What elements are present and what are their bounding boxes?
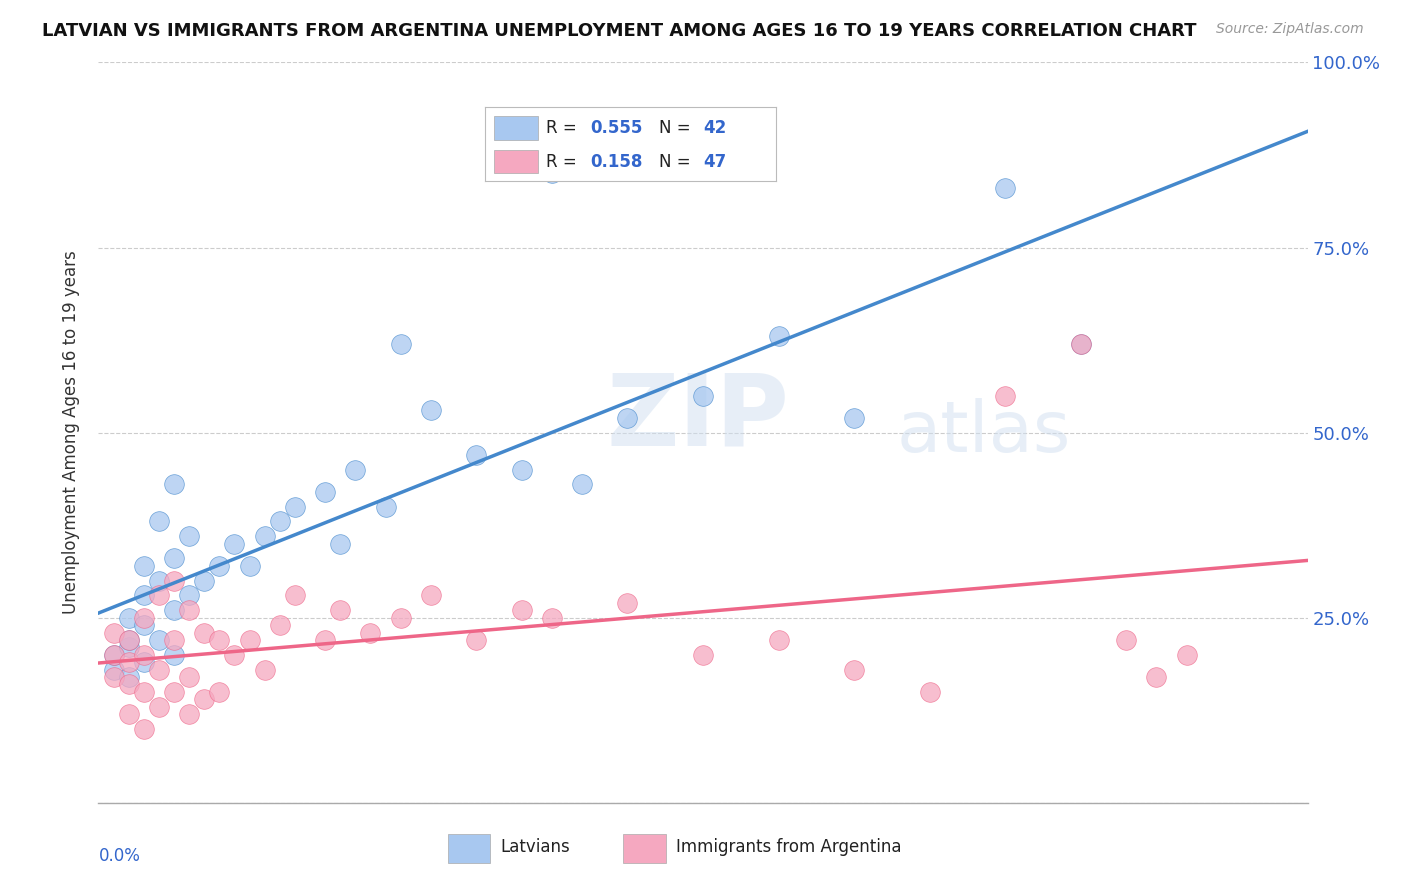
Point <box>269 515 291 529</box>
Point <box>1070 336 1092 351</box>
Point <box>918 685 941 699</box>
Point <box>360 625 382 640</box>
Point <box>118 632 141 647</box>
Point <box>132 655 155 669</box>
Point <box>329 603 352 617</box>
Point <box>844 410 866 425</box>
Point <box>163 632 186 647</box>
Point <box>132 618 155 632</box>
Point <box>224 648 246 662</box>
Point <box>132 648 155 662</box>
Point <box>510 462 533 476</box>
Point <box>844 663 866 677</box>
Point <box>132 558 155 573</box>
Point <box>163 477 186 491</box>
Point <box>994 181 1017 195</box>
Point <box>314 632 336 647</box>
Point <box>239 632 262 647</box>
Text: atlas: atlas <box>897 398 1071 467</box>
Point <box>179 603 201 617</box>
Point <box>284 589 307 603</box>
Point <box>179 670 201 684</box>
Y-axis label: Unemployment Among Ages 16 to 19 years: Unemployment Among Ages 16 to 19 years <box>62 251 80 615</box>
Point <box>329 536 352 550</box>
Point <box>103 648 125 662</box>
Point <box>420 589 443 603</box>
Point <box>1175 648 1198 662</box>
Point <box>253 529 276 543</box>
Point <box>344 462 367 476</box>
Point <box>163 648 186 662</box>
Point <box>163 685 186 699</box>
Point <box>148 515 170 529</box>
Point <box>132 722 155 736</box>
Point <box>692 648 714 662</box>
Point <box>768 632 790 647</box>
Point <box>253 663 276 677</box>
Point <box>1070 336 1092 351</box>
Point <box>540 610 562 624</box>
Point <box>163 551 186 566</box>
Point <box>389 336 412 351</box>
Text: Source: ZipAtlas.com: Source: ZipAtlas.com <box>1216 22 1364 37</box>
Point <box>179 589 201 603</box>
Point <box>148 589 170 603</box>
Point <box>510 603 533 617</box>
Point <box>768 329 790 343</box>
Point <box>239 558 262 573</box>
Point <box>374 500 396 514</box>
Point <box>118 670 141 684</box>
Point <box>193 692 215 706</box>
Point <box>692 388 714 402</box>
Point <box>118 655 141 669</box>
Point <box>314 484 336 499</box>
Point <box>224 536 246 550</box>
Point <box>132 685 155 699</box>
Text: ZIP: ZIP <box>606 369 789 467</box>
Point <box>465 632 488 647</box>
Point <box>994 388 1017 402</box>
Point <box>208 632 231 647</box>
Point <box>118 706 141 721</box>
Point <box>540 166 562 180</box>
Point <box>284 500 307 514</box>
Point <box>208 685 231 699</box>
Point <box>118 677 141 691</box>
Point <box>103 670 125 684</box>
Point <box>132 610 155 624</box>
Point <box>193 574 215 588</box>
Point <box>148 632 170 647</box>
Point <box>389 610 412 624</box>
Point <box>179 706 201 721</box>
Point <box>208 558 231 573</box>
Point <box>465 448 488 462</box>
Point <box>103 648 125 662</box>
Point <box>148 699 170 714</box>
Point <box>571 477 593 491</box>
Point <box>616 596 638 610</box>
Point <box>420 403 443 417</box>
Point <box>1115 632 1137 647</box>
Point <box>1146 670 1168 684</box>
Text: LATVIAN VS IMMIGRANTS FROM ARGENTINA UNEMPLOYMENT AMONG AGES 16 TO 19 YEARS CORR: LATVIAN VS IMMIGRANTS FROM ARGENTINA UNE… <box>42 22 1197 40</box>
Point <box>163 603 186 617</box>
Point <box>103 625 125 640</box>
Point <box>118 632 141 647</box>
Text: 0.0%: 0.0% <box>98 847 141 865</box>
Point <box>118 640 141 655</box>
Point <box>132 589 155 603</box>
Point <box>103 663 125 677</box>
Point <box>148 663 170 677</box>
Point <box>193 625 215 640</box>
Point <box>179 529 201 543</box>
Point <box>163 574 186 588</box>
Point <box>616 410 638 425</box>
Point <box>148 574 170 588</box>
Point <box>269 618 291 632</box>
Point <box>118 610 141 624</box>
